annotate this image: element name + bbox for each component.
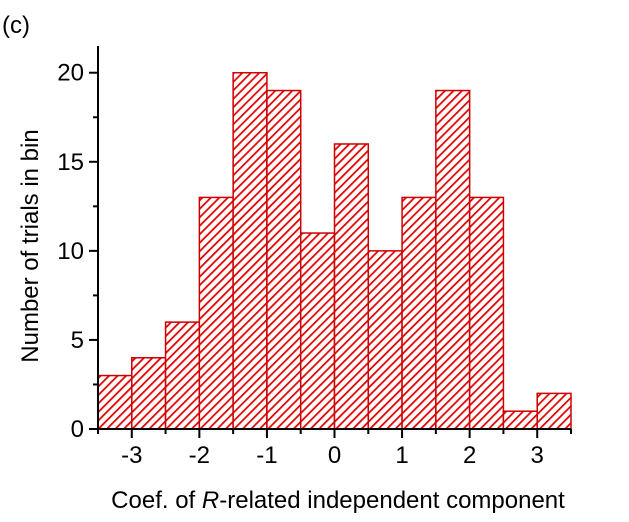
histogram-bar [401,196,437,430]
histogram-bar [299,232,336,430]
histogram-bar [468,196,505,430]
y-ticks-group: 0 5 10 15 20 [57,60,98,443]
x-tick-label: 3 [531,442,544,469]
x-axis-label: Coef. of R-related independent component [111,487,565,514]
histogram-bar [536,392,572,430]
x-tick-label: 0 [328,442,341,469]
x-tick-label: -2 [189,442,210,469]
histogram-bar [232,71,268,430]
x-axis-label-suffix: -related independent component [219,487,565,514]
x-tick-label: 1 [395,442,408,469]
histogram-bar [367,250,403,430]
histogram-bar [198,196,234,430]
x-tick-label: 2 [463,442,476,469]
y-tick-label: 0 [71,416,84,443]
y-axis-label: Number of trials in bin [17,129,44,362]
panel-label: (c) [2,12,30,39]
y-tick-label: 10 [57,238,84,265]
histogram-bar [266,89,302,430]
y-tick-label: 15 [57,149,84,176]
bars-group [97,71,572,430]
x-axis-label-italic: R [202,487,219,514]
histogram-bar [502,410,538,430]
histogram-bar [131,356,167,430]
histogram-bar [97,374,133,430]
x-tick-label: -1 [256,442,277,469]
y-tick-label: 5 [71,327,84,354]
histogram-bar [164,321,201,430]
histogram-bar [435,89,471,430]
y-tick-label: 20 [57,60,84,87]
histogram-bar [333,143,370,430]
x-tick-label: -3 [121,442,142,469]
x-axis-label-prefix: Coef. of [111,487,202,514]
x-ticks-group: -3 -2 -1 0 1 2 3 [97,429,572,469]
